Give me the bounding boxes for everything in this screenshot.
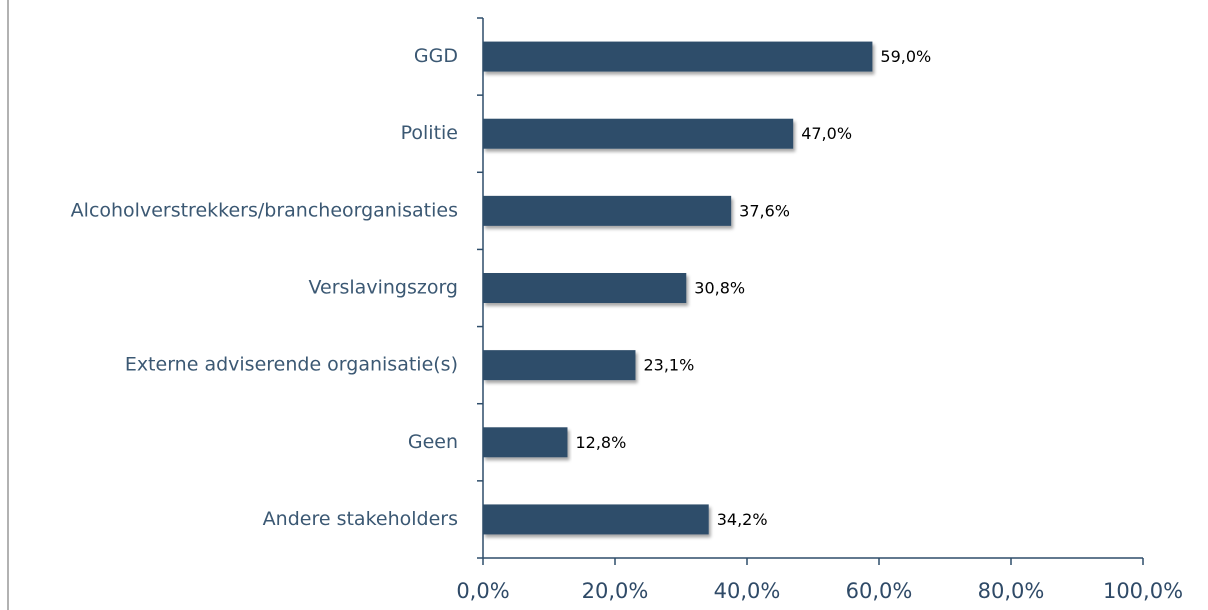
x-tick-label: 20,0% [582,579,649,603]
category-label: Verslavingszorg [308,277,458,299]
value-label: 59,0% [880,47,931,66]
value-label: 12,8% [575,433,626,452]
category-label: Politie [401,122,458,144]
x-tick-label: 0,0% [456,579,509,603]
bar [483,41,873,72]
category-label: Alcoholverstrekkers/brancheorganisaties [71,199,458,221]
value-label: 34,2% [717,510,768,529]
category-label: GGD [414,45,458,67]
bar [483,350,636,381]
value-label: 30,8% [694,279,745,298]
x-tick-label: 100,0% [1103,579,1183,603]
category-label: Geen [408,431,458,453]
value-label: 37,6% [739,201,790,220]
value-label: 47,0% [801,124,852,143]
bar [483,195,732,226]
category-label: Andere stakeholders [263,508,458,530]
bar [483,273,687,303]
category-label: Externe adviserende organisatie(s) [125,354,458,376]
x-tick-label: 40,0% [714,579,781,603]
value-label: 23,1% [643,356,694,375]
x-tick-label: 60,0% [846,579,913,603]
bar [483,427,568,458]
bar [483,504,709,535]
bar [483,118,794,149]
x-tick-label: 80,0% [978,579,1045,603]
